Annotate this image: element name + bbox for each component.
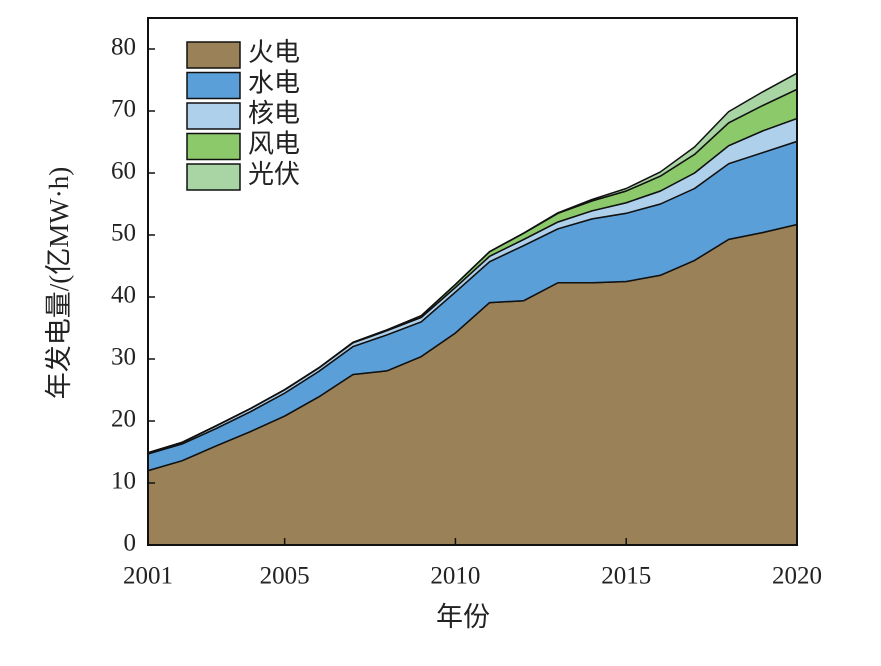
y-axis-label: 年发电量/(亿MW·h) [44, 167, 74, 399]
y-tick-label: 30 [111, 344, 136, 371]
plot-frame [147, 17, 798, 546]
legend-swatch [186, 41, 241, 69]
x-tick-label: 2010 [430, 563, 480, 590]
x-tick-label: 2001 [123, 563, 173, 590]
legend-label: 光伏 [248, 160, 300, 189]
y-tick-label: 40 [111, 282, 136, 309]
y-tick-label: 70 [111, 96, 136, 123]
legend-swatch [186, 102, 241, 130]
legend-label: 核电 [248, 99, 300, 128]
y-tick-label: 50 [111, 220, 136, 247]
x-axis-label: 年份 [436, 602, 490, 632]
x-tick-label: 2020 [772, 563, 822, 590]
legend-swatch [186, 163, 241, 191]
legend-label: 风电 [248, 129, 300, 158]
y-tick-label: 60 [111, 158, 136, 185]
y-tick-label: 0 [124, 530, 137, 557]
x-tick-label: 2015 [601, 563, 651, 590]
y-tick-label: 20 [111, 406, 136, 433]
legend-swatch [186, 71, 241, 100]
x-tick-label: 2005 [260, 563, 310, 590]
legend-label: 火电 [248, 38, 300, 67]
y-tick-label: 10 [111, 468, 136, 495]
y-tick-label: 80 [111, 34, 136, 61]
legend-label: 水电 [248, 68, 300, 97]
legend-swatch [186, 132, 241, 161]
